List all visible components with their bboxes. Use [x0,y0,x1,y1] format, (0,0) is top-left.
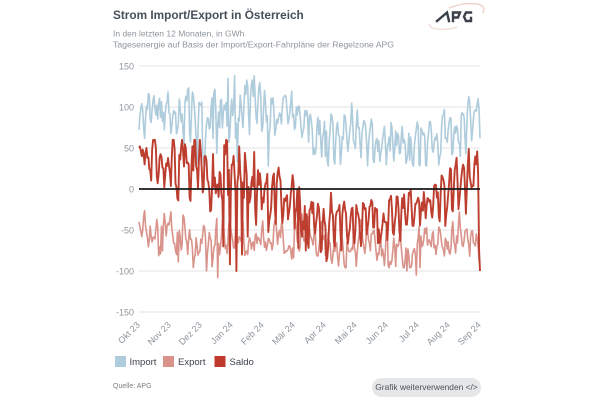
svg-text:Grafik weiterverwenden </>: Grafik weiterverwenden </> [375,382,478,392]
svg-text:Tagesenergie auf Basis der Imp: Tagesenergie auf Basis der Import/Export… [113,40,394,50]
svg-text:Strom Import/Export in Österre: Strom Import/Export in Österreich [113,8,304,22]
svg-text:0: 0 [129,185,134,195]
svg-text:-100: -100 [116,267,134,277]
svg-text:Import: Import [130,357,157,368]
svg-text:100: 100 [119,103,134,113]
svg-text:Saldo: Saldo [230,357,254,368]
svg-text:50: 50 [124,144,134,154]
svg-text:Export: Export [178,357,206,368]
svg-text:In den letzten 12 Monaten, in: In den letzten 12 Monaten, in GWh [113,29,245,39]
svg-text:150: 150 [119,62,134,72]
svg-text:-150: -150 [116,308,134,318]
svg-text:-50: -50 [121,226,134,236]
svg-text:Quelle: APG: Quelle: APG [113,383,152,390]
